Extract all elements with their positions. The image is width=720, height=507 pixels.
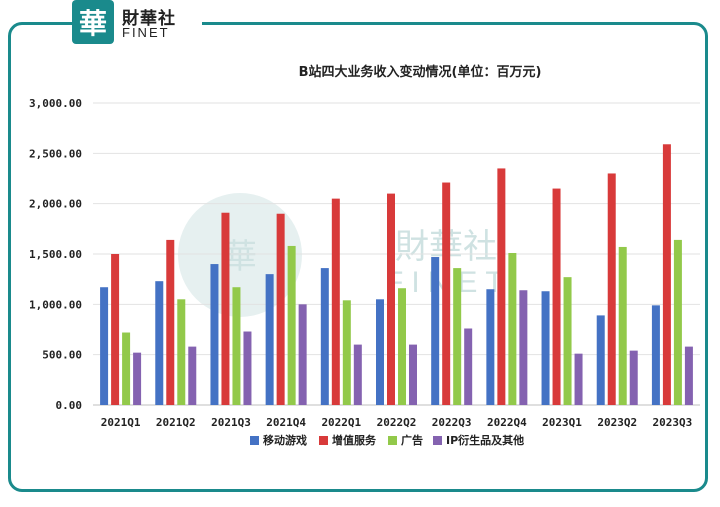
y-tick-label: 1,500.00 xyxy=(29,248,82,261)
x-tick-label: 2021Q4 xyxy=(266,416,306,429)
bar xyxy=(155,281,164,405)
bar xyxy=(100,287,109,405)
legend-swatch xyxy=(250,436,259,445)
bar xyxy=(673,239,682,405)
bar xyxy=(662,144,671,406)
logo-name-en: FINET xyxy=(122,25,170,40)
legend: 移动游戏 增值服务 广告 IP衍生品及其他 xyxy=(250,433,524,447)
y-tick-label: 3,000.00 xyxy=(29,97,82,110)
bar xyxy=(409,344,417,405)
bar xyxy=(651,305,660,405)
bar xyxy=(342,300,351,405)
bar xyxy=(464,328,473,405)
x-tick-label: 2022Q3 xyxy=(432,416,472,429)
bar xyxy=(353,344,362,405)
bar xyxy=(563,277,572,405)
y-tick-label: 1,000.00 xyxy=(29,298,82,311)
bar xyxy=(221,212,230,405)
bar xyxy=(552,188,561,405)
x-tick-label: 2021Q2 xyxy=(156,416,196,429)
bar xyxy=(111,254,120,405)
bar xyxy=(133,352,142,405)
bar xyxy=(486,289,495,405)
logo-badge-icon: 華 xyxy=(72,0,114,44)
bar xyxy=(453,268,462,405)
x-tick-label: 2023Q1 xyxy=(542,416,582,429)
legend-label: 增值服务 xyxy=(332,433,377,447)
legend-swatch xyxy=(433,436,442,445)
x-tick-label: 2021Q1 xyxy=(101,416,141,429)
bar xyxy=(574,353,583,405)
legend-label: 移动游戏 xyxy=(263,433,307,447)
bar xyxy=(331,198,340,405)
bar xyxy=(298,304,307,405)
x-tick-label: 2022Q1 xyxy=(321,416,361,429)
chart-title: B站四大业务收入变动情况(单位：百万元) xyxy=(299,64,542,80)
x-tick-label: 2021Q3 xyxy=(211,416,251,429)
bar xyxy=(243,331,252,405)
bar xyxy=(508,252,517,405)
legend-label: 广告 xyxy=(401,433,423,447)
bars xyxy=(100,144,693,406)
y-tick-label: 0.00 xyxy=(56,399,83,412)
bar xyxy=(376,299,384,405)
bar xyxy=(287,245,296,405)
bar xyxy=(629,350,638,405)
x-tick-label: 2023Q2 xyxy=(597,416,637,429)
bar xyxy=(442,182,451,405)
logo-name-cn: 財華社 xyxy=(122,9,176,29)
bar xyxy=(607,173,616,405)
bar xyxy=(497,168,506,405)
bar xyxy=(122,332,131,405)
bar xyxy=(618,246,627,405)
bar xyxy=(596,315,605,405)
bar xyxy=(177,299,186,405)
legend-swatch xyxy=(319,436,328,445)
finet-logo: 華 財華社 FINET xyxy=(72,0,202,44)
bar xyxy=(320,268,329,405)
bar xyxy=(387,193,395,405)
chart-frame xyxy=(8,22,708,492)
bar xyxy=(519,290,528,405)
bar xyxy=(684,346,693,405)
bar xyxy=(431,257,440,405)
bar xyxy=(276,213,285,405)
x-tick-label: 2023Q3 xyxy=(653,416,693,429)
bar xyxy=(265,274,274,405)
bar xyxy=(166,239,175,405)
x-axis: 2021Q1 2021Q2 2021Q3 2021Q4 2022Q1 2022Q2 2022… xyxy=(101,416,693,429)
legend-swatch xyxy=(388,436,397,445)
y-tick-label: 500.00 xyxy=(42,349,82,362)
bar xyxy=(210,264,219,405)
y-axis: 0.00 500.00 1,000.00 1,500.00 2,000.00 2,500.… xyxy=(29,97,82,412)
x-tick-label: 2022Q4 xyxy=(487,416,527,429)
bar xyxy=(541,291,550,405)
y-tick-label: 2,500.00 xyxy=(29,147,82,160)
y-tick-label: 2,000.00 xyxy=(29,198,82,211)
x-tick-label: 2022Q2 xyxy=(377,416,417,429)
bar xyxy=(188,346,197,405)
legend-label: IP衍生品及其他 xyxy=(446,433,524,447)
bar xyxy=(398,288,406,405)
bar xyxy=(232,287,241,405)
